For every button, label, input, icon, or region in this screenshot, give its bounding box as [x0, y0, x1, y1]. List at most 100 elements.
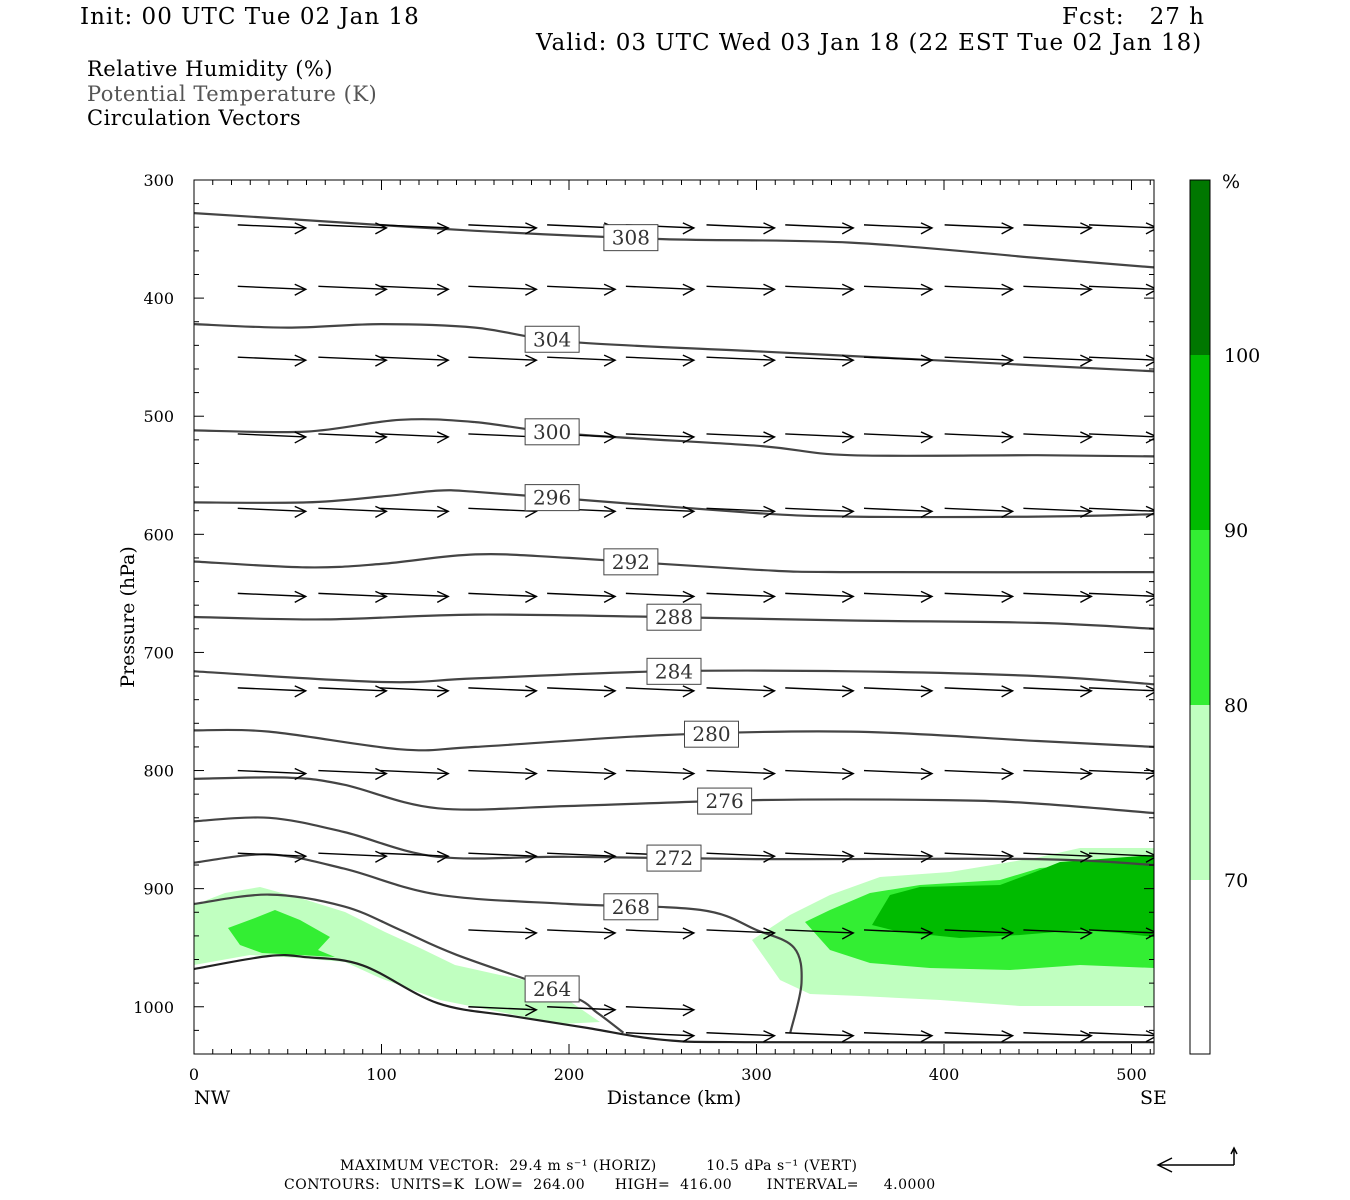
vector-arrowhead — [525, 1004, 538, 1017]
vector-arrowhead — [1080, 850, 1093, 863]
theta-contours — [194, 212, 1154, 1034]
vector-arrowhead — [375, 222, 388, 235]
vector-arrowhead — [436, 590, 450, 603]
theta-contour-labels: 308 304 300 296 292 288 284 280 276 272 268 264 — [524, 224, 753, 1003]
vector-arrowhead — [841, 850, 855, 863]
vector-arrow — [318, 433, 387, 438]
y-axis-label: Pressure (hPa) — [117, 546, 139, 688]
vector-arrowhead — [763, 431, 777, 444]
contour-label-268: 268 — [612, 895, 650, 919]
vector-arrow — [625, 1032, 694, 1037]
vector-arrow — [468, 224, 537, 229]
y-tick-label: 1000 — [133, 998, 174, 1017]
rh-70-80-region — [194, 887, 600, 1024]
vector-arrowhead — [1001, 1030, 1015, 1043]
vector-arrowhead — [763, 354, 777, 367]
vector-arrowhead — [1080, 590, 1093, 603]
vector-arrowhead — [763, 927, 777, 940]
vector-arrow — [706, 507, 775, 513]
vector-arrowhead — [841, 283, 855, 296]
vector-arrowhead — [920, 927, 934, 940]
theta-contour-308 — [194, 212, 1154, 269]
vector-arrowhead — [920, 431, 934, 444]
vector-arrow — [863, 1032, 933, 1037]
contour-label-280: 280 — [692, 722, 730, 746]
reference-vector-icon — [1156, 1146, 1238, 1173]
vector-arrow — [706, 356, 775, 361]
vector-arrowhead — [763, 850, 777, 863]
vector-arrow — [547, 356, 616, 361]
vector-arrow — [237, 433, 306, 438]
vector-arrowhead — [525, 927, 538, 940]
valid-time: Valid: 03 UTC Wed 03 Jan 18 (22 EST Tue … — [536, 30, 1203, 56]
y-tick-label: 700 — [143, 643, 174, 662]
contour-label-box — [684, 720, 739, 748]
vector-arrow — [863, 224, 933, 229]
vector-arrowhead — [1145, 222, 1154, 235]
vector-arrowhead — [841, 431, 855, 444]
x-axis-right-end-label: SE — [1140, 1087, 1167, 1109]
vector-arrow — [380, 592, 449, 598]
vector-arrowhead — [1001, 850, 1015, 863]
vector-arrow — [706, 1032, 775, 1037]
vector-arrow — [944, 285, 1013, 290]
vector-arrowhead — [682, 1004, 696, 1017]
vector-arrow — [785, 687, 854, 692]
contour-label-box — [524, 484, 580, 512]
vector-arrowhead — [294, 590, 308, 603]
vector-arrowhead — [920, 1030, 934, 1043]
vector-arrowhead — [603, 767, 617, 781]
vector-arrow — [625, 592, 694, 598]
legend-rh: Relative Humidity (%) — [87, 57, 334, 81]
vector-arrow — [863, 285, 933, 290]
vector-arrow — [785, 356, 854, 361]
vector-arrowhead — [603, 1004, 617, 1017]
vector-arrow — [625, 433, 694, 438]
theta-contour-272 — [194, 816, 1154, 867]
vector-arrowhead — [525, 222, 538, 235]
vector-arrowhead — [603, 850, 617, 863]
vector-arrow — [318, 769, 387, 775]
vector-arrow — [380, 433, 449, 438]
x-axis-left-end-label: NW — [194, 1087, 231, 1109]
vector-arrow — [944, 592, 1013, 598]
y-tick-label: 400 — [143, 289, 174, 308]
vector-arrowhead — [1001, 767, 1015, 781]
vector-arrowhead — [1080, 354, 1093, 367]
vector-arrow — [944, 687, 1013, 692]
contour-label-box — [646, 603, 702, 631]
vector-arrow — [785, 285, 854, 290]
vector-arrowhead — [1080, 222, 1093, 235]
vector-arrow — [944, 356, 1013, 361]
vector-arrow — [1088, 433, 1154, 438]
vector-arrow — [625, 687, 694, 692]
vector-arrow — [318, 592, 387, 598]
vector-arrow — [944, 1032, 1013, 1037]
theta-contour-304 — [194, 322, 1154, 373]
vector-arrowhead — [1001, 283, 1015, 296]
colorbar-frame — [1189, 179, 1211, 1055]
vector-arrow — [1023, 356, 1092, 361]
vector-arrowhead — [920, 685, 934, 698]
vector-arrowhead — [294, 505, 308, 518]
vector-arrowhead — [920, 767, 934, 781]
vector-arrow — [237, 687, 306, 692]
vector-arrow — [1023, 433, 1092, 438]
contour-label-box — [524, 325, 580, 353]
vector-arrowhead — [294, 354, 308, 367]
contour-label-300: 300 — [533, 420, 571, 444]
vector-arrow — [625, 769, 694, 775]
vector-arrowhead — [841, 222, 855, 235]
vector-arrowhead — [841, 354, 855, 367]
vector-arrow — [944, 433, 1013, 438]
vector-arrowhead — [763, 685, 777, 698]
vector-arrowhead — [920, 354, 934, 367]
vector-arrowhead — [1001, 222, 1015, 235]
vector-arrow — [237, 356, 306, 361]
x-tick-label: 300 — [741, 1065, 772, 1084]
theta-contour-280 — [194, 728, 1154, 752]
vector-arrowhead — [436, 431, 450, 444]
vector-arrow — [625, 507, 694, 513]
contour-label-264: 264 — [533, 977, 571, 1001]
vector-arrowhead — [436, 850, 450, 863]
